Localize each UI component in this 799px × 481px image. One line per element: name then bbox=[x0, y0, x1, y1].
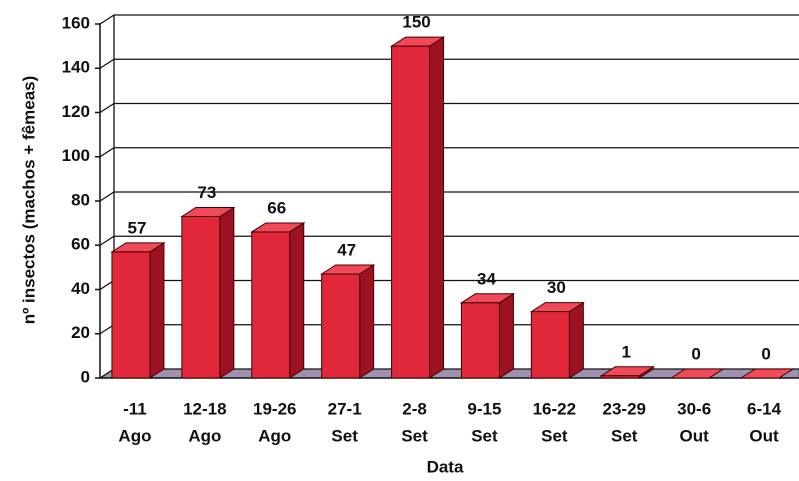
x-tick-label: 12-18 bbox=[183, 399, 226, 418]
bar-side bbox=[568, 301, 584, 379]
bar bbox=[180, 206, 236, 379]
bar-front bbox=[530, 311, 570, 379]
bar-front bbox=[600, 375, 640, 379]
x-tick-label: 6-14 bbox=[747, 399, 782, 418]
bar-top bbox=[739, 368, 795, 379]
bar bbox=[529, 301, 586, 379]
x-tick-label: Set bbox=[541, 426, 568, 445]
y-tick-label: 20 bbox=[71, 323, 90, 342]
x-tick-label: 9-15 bbox=[467, 399, 501, 418]
x-tick-label: Set bbox=[331, 426, 358, 445]
bar-side bbox=[149, 241, 165, 379]
x-tick-label: Ago bbox=[118, 426, 151, 445]
x-tick-label: 19-26 bbox=[253, 399, 296, 418]
bar-front bbox=[391, 45, 431, 379]
x-axis-label: Data bbox=[427, 457, 464, 476]
x-tick-label: Out bbox=[680, 426, 710, 445]
bar-front bbox=[181, 215, 221, 379]
value-label: 30 bbox=[547, 278, 566, 297]
bar-front bbox=[251, 231, 291, 379]
bar-side bbox=[219, 206, 235, 379]
bar-side bbox=[289, 222, 305, 379]
x-tick-label: 16-22 bbox=[533, 399, 576, 418]
bar bbox=[599, 365, 655, 379]
y-tick-label: 80 bbox=[71, 190, 90, 209]
value-label: 1 bbox=[622, 342, 631, 361]
bar-side bbox=[359, 264, 375, 379]
bar bbox=[459, 292, 516, 379]
bar bbox=[389, 36, 446, 379]
x-tick-label: Out bbox=[749, 426, 779, 445]
grid-line bbox=[99, 58, 799, 69]
value-label: 57 bbox=[127, 218, 146, 237]
x-tick-label: 23-29 bbox=[603, 399, 646, 418]
value-label: 0 bbox=[761, 344, 770, 363]
y-tick-label: 140 bbox=[62, 58, 90, 77]
bar-side bbox=[498, 292, 514, 379]
bar bbox=[319, 264, 376, 379]
value-label: 47 bbox=[337, 240, 356, 259]
x-tick-label: Ago bbox=[188, 426, 221, 445]
y-tick-label: 60 bbox=[71, 235, 90, 254]
value-label: 66 bbox=[267, 198, 286, 217]
bar-front bbox=[321, 273, 361, 379]
bar bbox=[669, 368, 725, 379]
x-tick-label: Set bbox=[471, 426, 498, 445]
bar-front bbox=[460, 302, 500, 379]
value-label: 150 bbox=[402, 13, 430, 32]
x-tick-label: 2-8 bbox=[402, 399, 427, 418]
x-tick-label: 27-1 bbox=[328, 399, 362, 418]
y-tick-label: 40 bbox=[71, 279, 90, 298]
value-label: 0 bbox=[691, 344, 700, 363]
x-tick-label: -11 bbox=[123, 399, 147, 418]
grid-line bbox=[99, 14, 799, 25]
bar-top bbox=[669, 368, 725, 379]
bar bbox=[110, 241, 166, 379]
bar bbox=[739, 368, 795, 379]
bar-side bbox=[429, 36, 445, 379]
x-tick-label: Set bbox=[401, 426, 428, 445]
y-tick-label: 160 bbox=[62, 13, 90, 32]
x-tick-label: 30-6 bbox=[677, 399, 711, 418]
value-label: 73 bbox=[197, 183, 216, 202]
x-tick-label: Ago bbox=[258, 426, 291, 445]
bar bbox=[250, 222, 306, 379]
grid-line bbox=[99, 147, 799, 158]
grid-line bbox=[99, 102, 799, 114]
y-tick-label: 0 bbox=[81, 367, 90, 386]
bar-front bbox=[111, 251, 151, 379]
y-tick-label: 100 bbox=[62, 146, 90, 165]
x-tick-label: Set bbox=[611, 426, 638, 445]
y-axis-label: nº insectos (machos + fêmeas) bbox=[19, 76, 38, 325]
y-tick-label: 120 bbox=[62, 102, 90, 121]
value-label: 34 bbox=[477, 269, 496, 288]
